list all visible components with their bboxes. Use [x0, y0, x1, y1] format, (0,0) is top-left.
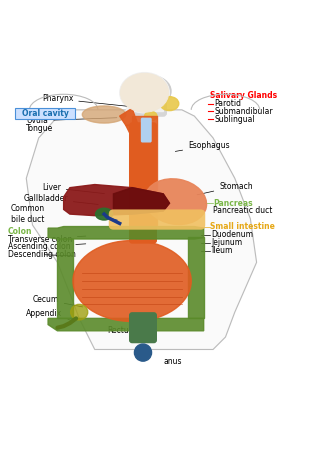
Text: Liver: Liver [42, 183, 105, 194]
Text: Salivary Glands: Salivary Glands [210, 91, 277, 100]
Ellipse shape [134, 344, 152, 361]
Polygon shape [120, 108, 138, 126]
Text: Stomach: Stomach [197, 182, 253, 195]
Polygon shape [126, 107, 163, 112]
Ellipse shape [120, 72, 170, 113]
Text: Pharynx: Pharynx [42, 94, 129, 107]
Polygon shape [64, 184, 170, 216]
Text: anus: anus [163, 357, 182, 366]
Text: Submandibular: Submandibular [214, 107, 273, 116]
FancyBboxPatch shape [15, 108, 74, 119]
FancyBboxPatch shape [141, 117, 152, 143]
Ellipse shape [82, 106, 126, 123]
Text: Appendix: Appendix [26, 309, 70, 320]
Ellipse shape [121, 73, 169, 112]
Text: Small intestine: Small intestine [210, 222, 275, 231]
FancyBboxPatch shape [129, 312, 157, 343]
FancyBboxPatch shape [109, 209, 205, 230]
Text: Common
bile duct: Common bile duct [11, 204, 45, 224]
Text: Sublingual: Sublingual [214, 115, 255, 124]
Text: Gallbladder: Gallbladder [23, 194, 98, 204]
FancyBboxPatch shape [135, 91, 166, 116]
Text: Pancreas: Pancreas [213, 199, 253, 208]
Ellipse shape [95, 208, 113, 220]
Ellipse shape [144, 112, 157, 121]
Ellipse shape [71, 304, 88, 320]
Polygon shape [48, 226, 204, 239]
Ellipse shape [145, 179, 207, 225]
Ellipse shape [160, 97, 179, 111]
Text: Descending colon: Descending colon [8, 250, 75, 259]
FancyBboxPatch shape [129, 122, 157, 243]
Text: Ascending colon: Ascending colon [8, 242, 86, 251]
Text: Parotid: Parotid [214, 99, 241, 108]
Text: Oral cavity: Oral cavity [22, 109, 68, 118]
Text: Jejunum: Jejunum [211, 238, 243, 247]
Text: Ileum: Ileum [211, 246, 233, 255]
Polygon shape [48, 318, 204, 331]
Text: Transverse colon: Transverse colon [8, 234, 86, 243]
Ellipse shape [131, 76, 171, 107]
Polygon shape [57, 239, 73, 318]
Text: Rectum: Rectum [107, 326, 143, 335]
Polygon shape [188, 238, 204, 318]
Text: Duodenum: Duodenum [211, 230, 253, 239]
Text: Colon: Colon [8, 227, 32, 236]
Text: Tongue: Tongue [26, 124, 53, 133]
Text: Cecum: Cecum [33, 295, 83, 307]
Polygon shape [26, 110, 257, 350]
Polygon shape [113, 188, 170, 214]
Ellipse shape [73, 241, 191, 321]
Text: Pancreatic duct: Pancreatic duct [213, 207, 272, 216]
Text: Uvula: Uvula [26, 116, 117, 125]
Text: Esophagus: Esophagus [175, 141, 230, 151]
Polygon shape [126, 126, 151, 138]
